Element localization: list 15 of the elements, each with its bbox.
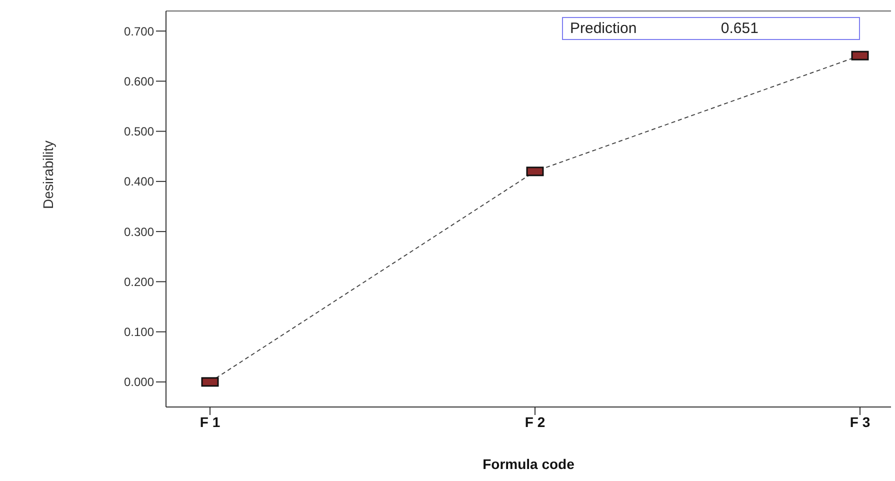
y-tick-label: 0.700 bbox=[124, 24, 154, 38]
y-tick-label: 0.100 bbox=[124, 325, 154, 340]
x-tick-label: F 2 bbox=[524, 414, 546, 430]
y-tick-label: 0.300 bbox=[124, 224, 154, 239]
x-tick-label: F 1 bbox=[200, 414, 220, 430]
y-tick-label: 0.200 bbox=[124, 274, 154, 289]
y-tick-label: 0.600 bbox=[124, 74, 154, 88]
annotation: Prediction 0.651 bbox=[570, 20, 758, 37]
callout-box: Prediction 0.651 bbox=[562, 17, 860, 40]
y-tick-label: 0.400 bbox=[124, 174, 154, 189]
x-axis-title: Formula code bbox=[482, 456, 575, 472]
y-axis-title: Desirability bbox=[40, 140, 56, 209]
x-tick-label: F 3 bbox=[850, 414, 870, 430]
y-tick-label: 0.500 bbox=[124, 124, 154, 139]
y-tick-label: 0.000 bbox=[124, 375, 154, 390]
